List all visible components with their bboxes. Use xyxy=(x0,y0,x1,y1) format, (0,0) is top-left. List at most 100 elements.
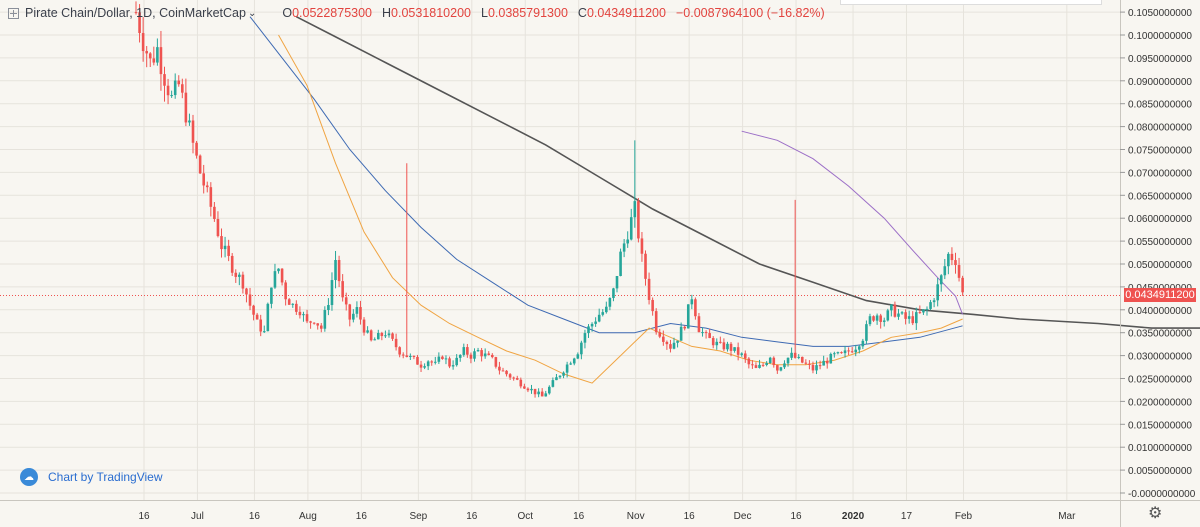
price-tick-label: 0.0900000000 xyxy=(1128,77,1192,88)
price-tick-label: 0.0550000000 xyxy=(1128,237,1192,248)
candle-body xyxy=(957,265,961,278)
candle-body xyxy=(177,80,181,85)
candle-body xyxy=(181,84,184,93)
candle-body xyxy=(576,354,580,359)
candle-body xyxy=(280,268,284,283)
candle-body xyxy=(152,58,156,63)
candle-body xyxy=(344,297,348,305)
candle-body xyxy=(284,282,287,300)
candle-body xyxy=(173,80,177,96)
candle-body xyxy=(448,358,451,367)
candle-body xyxy=(373,339,377,341)
candle-body xyxy=(572,358,576,364)
candle-body xyxy=(836,352,840,354)
candle-body xyxy=(287,299,291,305)
price-tick-label: 0.0950000000 xyxy=(1128,54,1192,65)
candle-body xyxy=(875,315,879,321)
candle-body xyxy=(551,380,555,387)
candle-body xyxy=(772,357,776,366)
candle-body xyxy=(658,332,662,337)
candle-body xyxy=(184,92,188,123)
symbol-title[interactable]: Pirate Chain/Dollar, 1D, CoinMarketCap xyxy=(25,6,246,20)
candle-body xyxy=(252,305,255,315)
candle-body xyxy=(241,274,245,289)
candle-body xyxy=(166,85,170,96)
candle-body xyxy=(352,313,355,320)
candle-body xyxy=(929,302,932,309)
candle-body xyxy=(662,336,665,342)
price-tick-label: 0.0100000000 xyxy=(1128,443,1192,454)
price-tick-label: 0.1000000000 xyxy=(1128,31,1192,42)
candle-body xyxy=(533,388,537,395)
time-tick-label: Dec xyxy=(734,511,752,522)
close-value: 0.0434911200 xyxy=(586,6,666,20)
tradingview-watermark[interactable]: ☁ Chart by TradingView xyxy=(20,468,163,486)
price-tick-label: -0.0000000000 xyxy=(1128,489,1196,500)
candle-body xyxy=(708,333,711,339)
watermark-text[interactable]: Chart by TradingView xyxy=(48,470,163,484)
candle-body xyxy=(818,365,822,367)
candle-body xyxy=(316,323,320,326)
candle-body xyxy=(494,357,498,367)
candle-body xyxy=(765,362,768,365)
candle-body xyxy=(690,299,694,305)
candle-body xyxy=(148,53,152,59)
candle-body xyxy=(722,342,726,350)
candle-body xyxy=(747,358,751,365)
candle-body xyxy=(904,312,907,319)
candle-body xyxy=(416,356,419,365)
candle-body xyxy=(238,274,241,277)
candle-body xyxy=(900,312,904,314)
candle-body xyxy=(248,294,252,306)
candle-body xyxy=(626,239,629,244)
candle-body xyxy=(473,351,476,359)
time-tick-label: Aug xyxy=(299,511,317,522)
candle-body xyxy=(833,353,836,355)
candle-body xyxy=(800,356,804,363)
candle-body xyxy=(797,356,801,358)
candle-body xyxy=(939,275,943,285)
candle-body xyxy=(409,355,412,357)
candle-body xyxy=(893,304,897,317)
candle-body xyxy=(327,305,330,311)
price-tick-label: 0.0850000000 xyxy=(1128,100,1192,111)
candle-body xyxy=(605,306,608,313)
time-tick-label: 16 xyxy=(466,511,478,522)
candle-body xyxy=(323,310,327,329)
candle-body xyxy=(205,185,209,188)
candle-body xyxy=(230,255,234,273)
candle-body xyxy=(366,330,369,333)
candle-body xyxy=(654,311,658,333)
candle-body xyxy=(209,187,213,207)
candle-body xyxy=(195,142,198,156)
candle-body xyxy=(761,364,765,366)
candle-body xyxy=(141,33,145,52)
candle-body xyxy=(808,363,811,365)
candle-body xyxy=(259,319,263,332)
candle-body xyxy=(462,347,466,355)
time-tick-label: Nov xyxy=(627,511,645,522)
candle-body xyxy=(537,391,540,395)
top-toolbar-edge xyxy=(840,0,1102,5)
settings-gear-icon[interactable]: ⚙ xyxy=(1148,505,1163,522)
price-tick-label: 0.0350000000 xyxy=(1128,329,1192,340)
candle-body xyxy=(491,354,494,358)
candle-body xyxy=(444,358,448,360)
candle-body xyxy=(829,353,833,364)
candle-body xyxy=(138,12,141,34)
candle-body xyxy=(740,353,744,355)
candle-body xyxy=(629,217,633,240)
candle-body xyxy=(583,333,587,343)
candle-body xyxy=(751,364,754,366)
candle-body xyxy=(198,155,202,174)
expand-icon[interactable] xyxy=(8,7,19,19)
candle-body xyxy=(487,353,491,355)
high-label: H xyxy=(382,6,392,20)
chevron-down-icon[interactable]: ⌄ xyxy=(247,7,257,19)
time-tick-label: 16 xyxy=(573,511,585,522)
candle-body xyxy=(291,303,295,305)
candle-body xyxy=(872,316,875,321)
candle-body xyxy=(694,299,697,317)
time-tick-label: Oct xyxy=(517,511,533,522)
